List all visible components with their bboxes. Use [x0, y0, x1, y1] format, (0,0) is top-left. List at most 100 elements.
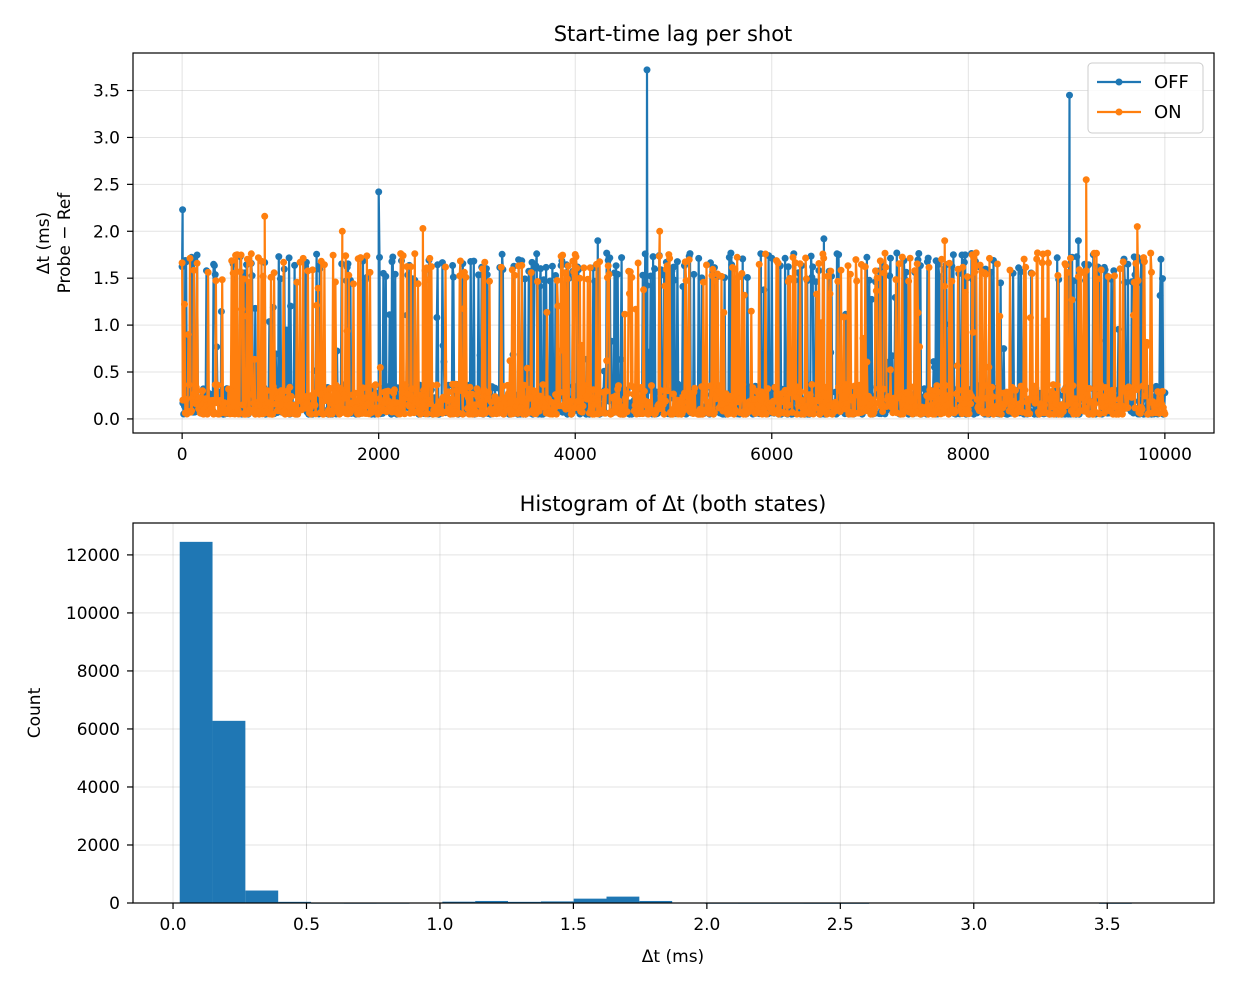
- series-on-point-797: [802, 254, 810, 262]
- series-on-point-577: [629, 390, 637, 398]
- bottom-xtick-label-4: 2.0: [693, 915, 720, 935]
- series-on-point-1028: [982, 394, 990, 402]
- series-on-point-222: [351, 389, 359, 397]
- series-on-point-772: [782, 396, 790, 404]
- series-on-point-558: [615, 382, 622, 390]
- series-on-point-217: [347, 399, 355, 407]
- series-on-point-1000: [960, 400, 968, 408]
- series-on-point-1142: [1072, 401, 1080, 409]
- series-on-point-272: [390, 386, 398, 394]
- top-chart-ylabel-line1: Δt (ms): [34, 212, 54, 274]
- series-on-point-442: [523, 364, 531, 372]
- series-on-point-385: [479, 265, 486, 273]
- series-on-point-576: [629, 383, 637, 391]
- series-off-point-1001: [961, 251, 969, 259]
- top-ytick-label-3: 1.5: [93, 269, 120, 289]
- series-on-point-920: [898, 253, 906, 261]
- series-on-point-885: [871, 405, 879, 413]
- series-on-point-896: [879, 385, 887, 393]
- series-on-point-905: [887, 366, 894, 374]
- series-on-point-275: [393, 399, 401, 407]
- series-on-point-1149: [1078, 349, 1085, 357]
- legend-entry-off: OFF: [1097, 72, 1189, 93]
- series-on-point-1155: [1082, 267, 1090, 275]
- series-on-point-545: [604, 262, 612, 270]
- series-on-point-1056: [1004, 389, 1012, 397]
- top-chart-title: Start-time lag per shot: [554, 22, 793, 46]
- series-on-point-573: [626, 268, 634, 276]
- series-on-point-1119: [1054, 272, 1062, 279]
- series-on-point-964: [933, 382, 941, 390]
- series-on-point-865: [855, 392, 863, 400]
- series-off-point-1140: [1070, 277, 1078, 285]
- series-on-point-429: [513, 397, 521, 405]
- series-on-point-214: [345, 271, 353, 279]
- bottom-ytick-label-2: 4000: [77, 778, 120, 798]
- top-ytick-label-7: 3.5: [93, 82, 120, 102]
- series-on-point-1078: [1022, 263, 1030, 271]
- series-on-point-65: [229, 269, 237, 277]
- bottom-ytick-label-1: 2000: [77, 836, 120, 856]
- series-off-point-1046: [997, 279, 1005, 287]
- series-off-point-462: [540, 276, 548, 284]
- series-on-point-759: [772, 397, 780, 405]
- series-on-point-369: [466, 383, 474, 391]
- series-on: [178, 176, 1169, 418]
- series-on-point-653: [688, 403, 696, 411]
- series-on-point-22: [195, 394, 203, 402]
- series-on-point-360: [459, 410, 467, 418]
- series-on-point-807: [809, 410, 817, 418]
- bottom-chart-x-axis: 0.0 0.5 1.0 1.5 2.0 2.5 3.0 3.5: [160, 903, 1121, 935]
- series-on-point-196: [331, 278, 339, 286]
- series-off-point-1254: [1159, 275, 1166, 283]
- series-off-point-661: [695, 254, 703, 262]
- series-on-point-611: [656, 227, 664, 235]
- top-ytick-label-5: 2.5: [93, 175, 120, 195]
- histogram-chart: Histogram of Δt (both states) 0.0 0.5 1.0 1…: [25, 492, 1215, 967]
- series-on-point-526: [589, 386, 597, 394]
- series-on-point-1084: [1026, 314, 1034, 322]
- series-on-point-455: [534, 278, 541, 285]
- series-on-point-891: [876, 394, 883, 402]
- series-on-point-447: [527, 269, 535, 277]
- series-on-point-846: [840, 313, 848, 321]
- series-on-point-1086: [1028, 270, 1036, 278]
- series-on-point-426: [511, 271, 519, 279]
- series-on-point-861: [852, 256, 860, 264]
- series-on-point-743: [759, 392, 767, 400]
- series-on-point-519: [584, 275, 592, 283]
- series-on-point-1027: [982, 270, 990, 278]
- top-chart-x-axis: 0 2000 4000 6000 8000 10000: [177, 433, 1192, 465]
- series-on-point-507: [574, 397, 582, 405]
- histogram-bar-13: [606, 896, 640, 903]
- series-on-point-1156: [1082, 176, 1090, 184]
- series-on-point-189: [326, 384, 334, 392]
- bottom-chart-title: Histogram of Δt (both states): [520, 492, 827, 516]
- series-on-point-559: [615, 397, 623, 405]
- series-on-point-543: [603, 357, 611, 365]
- series-on-point-915: [894, 386, 902, 394]
- series-on-point-1083: [1026, 410, 1034, 418]
- series-on-point-870: [859, 334, 867, 342]
- series-on-point-1008: [967, 400, 975, 408]
- series-on-point-12: [188, 407, 196, 415]
- series-on-point-619: [662, 397, 670, 405]
- series-on-point-851: [844, 262, 852, 270]
- histogram-bar-14: [639, 900, 673, 903]
- series-off-point-949: [920, 385, 928, 393]
- series-on-point-555: [612, 392, 620, 400]
- series-on-point-327: [433, 381, 441, 389]
- series-on-point-0: [178, 259, 186, 267]
- series-on-point-672: [703, 398, 711, 406]
- series-on-point-1045: [996, 312, 1004, 320]
- series-on-point-955: [926, 386, 934, 394]
- series-on-point-791: [797, 388, 805, 396]
- series-off-point-373: [470, 257, 478, 265]
- series-on-point-423: [508, 266, 516, 274]
- series-on-point-511: [578, 341, 585, 349]
- series-off-point-266: [386, 311, 394, 319]
- series-on-point-289: [404, 390, 412, 398]
- top-xtick-label-3: 6000: [750, 445, 793, 465]
- series-off-point-20: [193, 251, 201, 259]
